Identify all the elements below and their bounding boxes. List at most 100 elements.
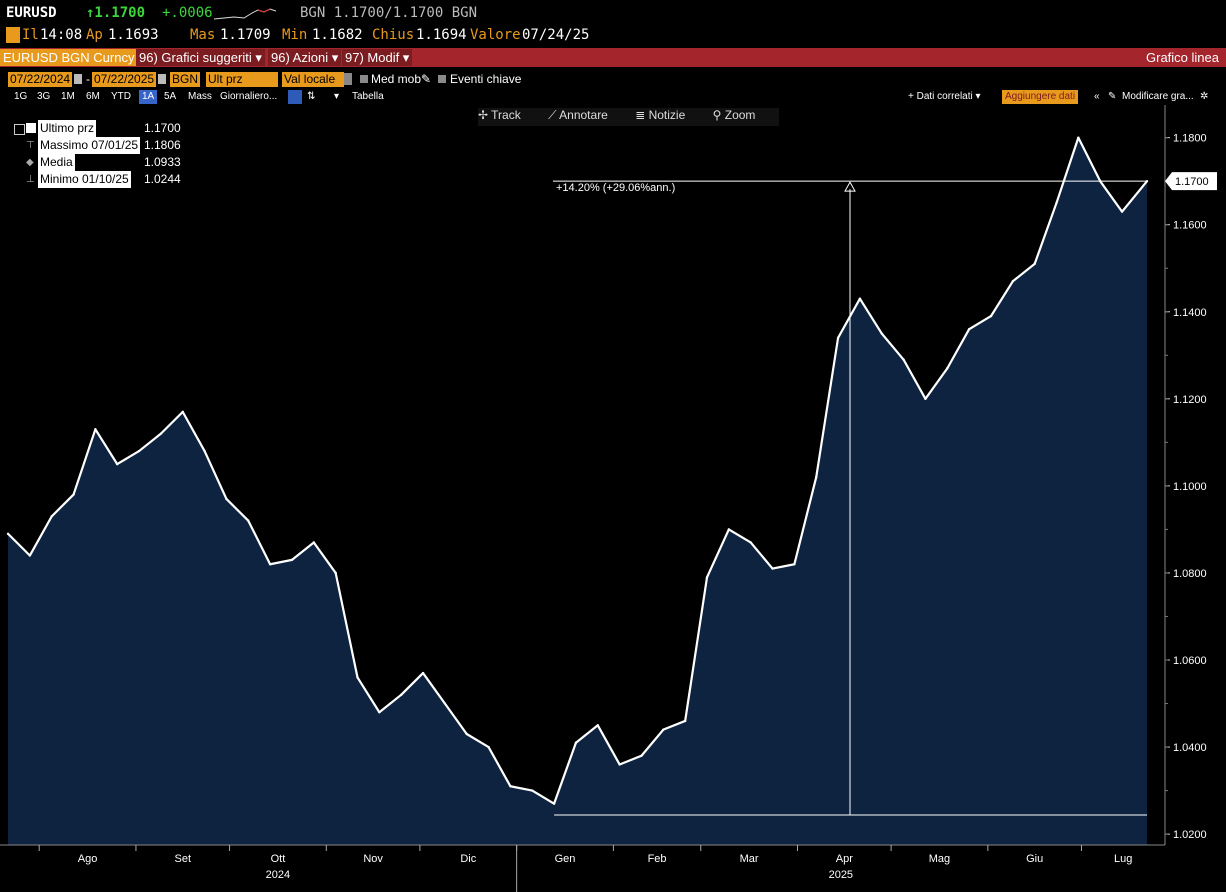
bar-chart-icon[interactable]: ⇅: [307, 91, 316, 102]
add-data-button[interactable]: Aggiungere dati: [1002, 90, 1079, 104]
collapse-icon[interactable]: [14, 124, 25, 135]
price-point: [727, 528, 731, 531]
average-marker-icon: ◆: [26, 157, 34, 168]
moving-average-label: Med mob: [371, 72, 422, 86]
zoom-label: Zoom: [724, 108, 756, 122]
collapse-icon[interactable]: «: [1094, 91, 1100, 102]
moving-average-checkbox[interactable]: [360, 75, 368, 83]
price-point: [902, 358, 905, 361]
x-tick-label: Mag: [929, 853, 950, 865]
price-field[interactable]: Ult prz: [206, 72, 278, 87]
price-point: [334, 571, 337, 575]
alert-icon[interactable]: [6, 27, 20, 43]
source-field[interactable]: BGN: [170, 72, 201, 87]
time-label: Il: [22, 27, 39, 43]
x-tick-label: Ott: [271, 853, 286, 865]
price-point: [924, 397, 927, 401]
price-point: [858, 297, 862, 300]
range-1a-button[interactable]: 1A: [139, 90, 158, 104]
key-events-label: Eventi chiave: [450, 72, 522, 86]
news-tool[interactable]: ≣ Notizie: [635, 108, 686, 122]
edit-chart-button[interactable]: Modificare gra...: [1122, 91, 1194, 102]
value-date: 07/24/25: [522, 27, 590, 43]
date-separator: -: [86, 72, 90, 86]
y-tick-label: 1.1000: [1173, 481, 1207, 493]
range-max-button[interactable]: Mass: [188, 91, 212, 102]
end-date-field[interactable]: 07/22/2025: [92, 72, 157, 87]
change-annotation: +14.20% (+29.06%ann.): [556, 182, 675, 194]
chevron-down-icon[interactable]: ▾: [334, 91, 340, 102]
sparkline-icon: [214, 8, 276, 20]
x-tick-label: Set: [174, 853, 191, 865]
y-tick-label: 1.1600: [1173, 220, 1207, 232]
suggested-charts-button[interactable]: 96) Grafici suggeriti ▾: [136, 49, 265, 66]
annotate-tool[interactable]: ⟋ Annotare: [548, 108, 608, 122]
actions-button[interactable]: 96) Azioni ▾: [268, 49, 342, 66]
price-point: [159, 432, 163, 435]
line-chart-icon[interactable]: [288, 90, 302, 104]
price-point: [356, 676, 359, 679]
legend-name: Ultimo prz: [38, 120, 97, 137]
range-1m-button[interactable]: 1M: [61, 91, 75, 102]
zoom-tool[interactable]: ⚲ Zoom: [712, 108, 756, 122]
range-5a-button[interactable]: 5A: [164, 91, 177, 102]
price-point: [683, 719, 687, 723]
price-point: [268, 563, 272, 566]
price-point: [465, 732, 468, 736]
chevron-down-icon[interactable]: [344, 73, 352, 85]
price-point: [531, 789, 534, 792]
legend-name: Minimo 01/10/25: [38, 171, 131, 188]
key-events-checkbox[interactable]: [438, 75, 446, 83]
price-point: [705, 576, 709, 579]
price-point: [399, 693, 403, 697]
time-value: 14:08: [40, 27, 83, 43]
low-value: 1.1682: [312, 27, 363, 43]
quote-header: EURUSD ↑1.1700 +.0006 BGN 1.1700/1.1700 …: [0, 5, 1226, 23]
x-tick-label: Ago: [78, 853, 98, 865]
open-value: 1.1693: [108, 27, 159, 43]
pencil-icon[interactable]: ✎: [421, 72, 432, 86]
price-point: [880, 332, 883, 335]
last-price: ↑1.1700: [86, 5, 146, 21]
legend-name: Massimo 07/01/25: [38, 137, 141, 154]
price-point: [662, 728, 665, 731]
x-tick-label: Dic: [460, 853, 476, 865]
price-point: [815, 475, 818, 479]
range-6m-button[interactable]: 6M: [86, 91, 100, 102]
calendar-icon[interactable]: [74, 74, 82, 84]
related-data-button[interactable]: + Dati correlati ▾: [908, 91, 981, 102]
chart-tools: ✢ Track ⟋ Annotare ≣ Notizie ⚲ Zoom: [478, 108, 780, 126]
price-point: [247, 519, 250, 522]
table-button[interactable]: Tabella: [352, 91, 384, 102]
price-point: [749, 541, 752, 544]
period-select[interactable]: Giornaliero...: [220, 91, 278, 102]
price-point: [1120, 210, 1124, 213]
y-tick-label: 1.1800: [1173, 133, 1207, 145]
start-date-field[interactable]: 07/22/2024: [8, 72, 73, 87]
pencil-icon[interactable]: ✎: [1108, 91, 1117, 102]
last-price-tag-label: 1.1700: [1175, 176, 1209, 188]
bid-ask: BGN 1.1700/1.1700 BGN: [300, 5, 478, 21]
price-point: [967, 327, 971, 331]
price-point: [574, 741, 578, 744]
price-chart[interactable]: +14.20% (+29.06%ann.) 1.1800 1.1600 1.1400…: [0, 105, 1226, 892]
track-label: Track: [491, 108, 521, 122]
main-toolbar: EURUSD BGN Curncy 96) Grafici suggeriti …: [0, 48, 1226, 67]
range-ytd-button[interactable]: YTD: [111, 91, 131, 102]
calendar-icon[interactable]: [158, 74, 166, 84]
range-3g-button[interactable]: 3G: [37, 91, 51, 102]
news-label: Notizie: [648, 108, 686, 122]
low-label: Min: [282, 27, 308, 43]
gear-icon[interactable]: ✲: [1200, 91, 1209, 102]
price-area: [8, 137, 1147, 846]
security-field[interactable]: EURUSD BGN Curncy: [0, 49, 138, 66]
currency-field[interactable]: Val locale: [282, 72, 344, 87]
ohlc-row: Il 14:08 Ap 1.1693 Mas 1.1709 Min 1.1682…: [0, 27, 1226, 45]
price-point: [94, 428, 97, 431]
track-tool[interactable]: ✢ Track: [478, 108, 521, 122]
x-tick-label: Giu: [1026, 853, 1043, 865]
range-1g-button[interactable]: 1G: [14, 91, 28, 102]
modify-button[interactable]: 97) Modif ▾: [342, 49, 413, 66]
price-point: [793, 563, 796, 566]
price-point: [1011, 280, 1015, 283]
